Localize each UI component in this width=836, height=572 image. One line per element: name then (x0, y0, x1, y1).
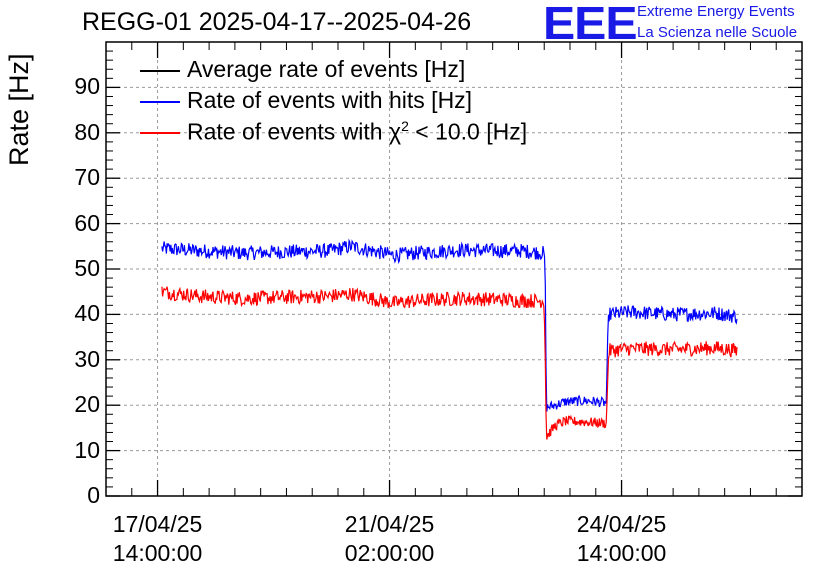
legend-swatch-hits (140, 101, 180, 103)
y-tick-label: 30 (74, 345, 100, 372)
y-tick-label: 20 (74, 391, 100, 418)
legend-chi2-sup: 2 (401, 118, 409, 134)
legend-label-chi2: Rate of events with χ2 < 10.0 [Hz] (187, 118, 527, 146)
y-tick-label: 40 (74, 300, 100, 327)
logo-line-1: Extreme Energy Events (637, 3, 795, 20)
y-tick-label: 10 (74, 436, 100, 463)
series-line-hits (161, 238, 738, 412)
y-tick-label: 90 (74, 73, 100, 100)
x-tick-label: 21/04/25 02:00:00 (310, 510, 470, 568)
x-tick-date: 17/04/25 (112, 511, 203, 537)
legend-label-average: Average rate of events [Hz] (187, 56, 466, 82)
eee-logo-mark: EEE (543, 0, 638, 49)
y-tick-label: 50 (74, 255, 100, 281)
chart-title: REGG-01 2025-04-17--2025-04-26 (82, 8, 472, 36)
legend-swatch-chi2 (140, 132, 180, 134)
legend-chi2-tail: < 10.0 [Hz] (408, 118, 528, 145)
x-tick-time: 02:00:00 (344, 540, 435, 566)
legend-swatch-average (140, 70, 180, 72)
legend-chi2-main: Rate of events with χ (187, 118, 402, 145)
y-tick-label: 60 (74, 209, 100, 236)
x-tick-label: 24/04/25 14:00:00 (542, 510, 702, 568)
series-line-chi2 (161, 286, 738, 440)
y-axis-label: Rate [Hz] (4, 53, 34, 166)
x-tick-time: 14:00:00 (112, 540, 203, 566)
x-tick-time: 14:00:00 (576, 540, 667, 566)
legend-label-hits: Rate of events with hits [Hz] (187, 87, 473, 113)
x-tick-label: 17/04/25 14:00:00 (78, 510, 238, 568)
y-tick-label: 70 (74, 164, 100, 191)
axis-ticks (105, 42, 803, 497)
series-layer (161, 238, 738, 440)
y-tick-label: 80 (74, 118, 100, 145)
x-tick-date: 24/04/25 (576, 511, 667, 537)
logo-line-2: La Scienza nelle Scuole (637, 24, 798, 41)
y-tick-label: 0 (87, 482, 100, 508)
grid-lines (106, 42, 802, 496)
x-tick-date: 21/04/25 (344, 511, 435, 537)
